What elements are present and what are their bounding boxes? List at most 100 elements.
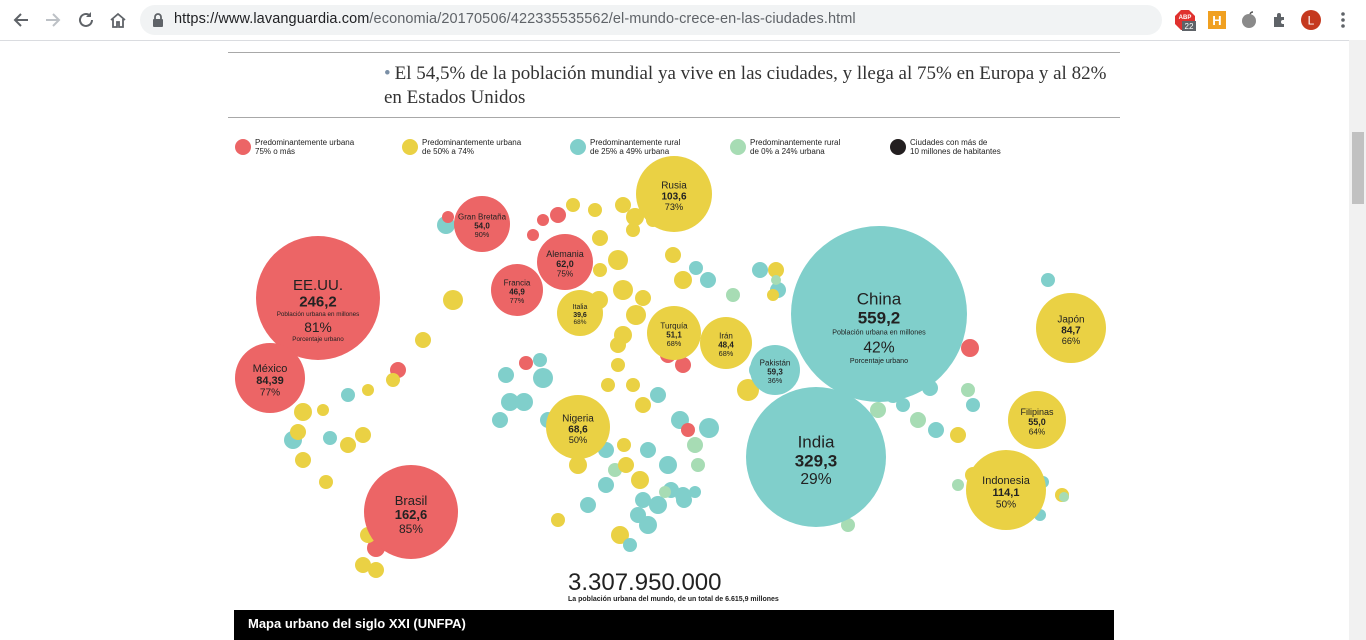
country-bubble	[689, 486, 701, 498]
country-bubble	[615, 197, 631, 213]
country-bubble	[699, 418, 719, 438]
country-bubble	[1059, 492, 1069, 502]
bubble-iran	[700, 317, 752, 369]
bubble-india-value: 329,3	[795, 451, 838, 470]
svg-text:22: 22	[1185, 22, 1194, 31]
bubble-indonesia	[966, 450, 1046, 530]
bubble-filipinas	[1008, 391, 1066, 449]
country-bubble	[588, 203, 602, 217]
country-bubble	[386, 373, 400, 387]
bubble-usa-pct: 81%	[304, 320, 332, 335]
profile-icon[interactable]: L	[1300, 9, 1322, 31]
country-bubble	[952, 479, 964, 491]
country-bubble	[623, 538, 637, 552]
bubble-francia	[491, 264, 543, 316]
bubble-china-value: 559,2	[858, 308, 901, 327]
bubble-china-pct: 42%	[863, 339, 894, 356]
bubble-nigeria-pct: 50%	[569, 435, 587, 445]
honey-icon[interactable]: H	[1206, 9, 1228, 31]
page-scrollbar[interactable]	[1349, 40, 1366, 640]
country-bubble	[626, 223, 640, 237]
country-bubble	[323, 431, 337, 445]
bubble-india-name: India	[798, 433, 835, 452]
country-bubble	[593, 263, 607, 277]
country-bubble	[700, 272, 716, 288]
country-bubble	[550, 207, 566, 223]
legend-label-0: Predominantemente urbana	[255, 138, 355, 147]
country-bubble	[610, 337, 626, 353]
country-bubble	[896, 398, 910, 412]
reload-icon[interactable]	[75, 9, 97, 31]
country-bubble	[649, 496, 667, 514]
menu-icon[interactable]	[1332, 9, 1354, 31]
country-bubble	[598, 477, 614, 493]
scrollbar-thumb[interactable]	[1352, 132, 1364, 204]
svg-text:L: L	[1308, 14, 1315, 28]
bubble-turquia-name: Turquía	[660, 322, 688, 331]
extensions-icon[interactable]	[1269, 9, 1291, 31]
bubble-turquia-value: 51,1	[666, 330, 682, 339]
country-bubble	[415, 332, 431, 348]
bubble-brasil	[364, 465, 458, 559]
country-bubble	[689, 261, 703, 275]
forward-icon[interactable]	[42, 9, 64, 31]
bubble-gb-name: Gran Bretaña	[458, 213, 507, 222]
bubble-pakistan-name: Pakistán	[760, 359, 791, 368]
url-text[interactable]: https://www.lavanguardia.com/economia/20…	[174, 11, 856, 27]
country-bubble	[317, 404, 329, 416]
total-figure: 3.307.950.000 La población urbana del mu…	[568, 569, 779, 603]
address-bar[interactable]: https://www.lavanguardia.com/economia/20…	[140, 5, 1162, 35]
bubble-japon-name: Japón	[1057, 315, 1084, 326]
bubble-japon	[1036, 293, 1106, 363]
country-bubble	[368, 562, 384, 578]
svg-text:H: H	[1212, 13, 1221, 28]
bubble-italia-value: 39,6	[573, 312, 587, 319]
country-bubble	[659, 486, 671, 498]
country-bubble	[841, 518, 855, 532]
bubble-china	[791, 226, 967, 402]
bubble-gb	[454, 196, 510, 252]
bubble-china-pctsub: Porcentaje urbano	[850, 357, 908, 365]
country-bubble	[687, 437, 703, 453]
country-bubble	[442, 211, 454, 223]
country-bubble	[533, 368, 553, 388]
country-bubble	[675, 357, 691, 373]
bubble-nigeria-value: 68,6	[568, 425, 588, 436]
country-bubble	[626, 305, 646, 325]
country-bubble	[752, 262, 768, 278]
country-bubble	[626, 378, 640, 392]
image-caption: Mapa urbano del siglo XXI (UNFPA)	[248, 616, 466, 631]
bubble-alemania-pct: 75%	[557, 269, 574, 278]
country-bubble	[601, 378, 615, 392]
bubble-francia-pct: 77%	[510, 296, 525, 305]
bubble-brasil-value: 162,6	[395, 507, 428, 522]
bubble-francia-value: 46,9	[509, 287, 525, 296]
country-bubble	[681, 423, 695, 437]
legend-label-2: Predominantemente rural	[590, 138, 680, 147]
bubble-nigeria	[546, 395, 610, 459]
country-bubble	[569, 456, 587, 474]
image-caption-bar: Mapa urbano del siglo XXI (UNFPA)	[234, 610, 1114, 640]
back-icon[interactable]	[10, 9, 32, 31]
country-bubble	[319, 475, 333, 489]
apple-icon[interactable]	[1238, 9, 1260, 31]
bubble-filipinas-value: 55,0	[1028, 417, 1046, 427]
bubble-gb-value: 54,0	[474, 221, 490, 230]
country-bubble	[611, 358, 625, 372]
bubble-mexico-pct: 77%	[260, 388, 280, 399]
bubble-turquia	[647, 306, 701, 360]
bubble-filipinas-pct: 64%	[1029, 427, 1046, 436]
adblock-icon[interactable]: ABP 22	[1174, 9, 1196, 31]
country-bubble	[492, 412, 508, 428]
legend-sublabel-2: de 25% a 49% urbana	[590, 147, 670, 156]
home-icon[interactable]	[107, 9, 129, 31]
country-bubble	[515, 393, 533, 411]
bubble-rusia-value: 103,6	[661, 192, 686, 203]
lock-icon[interactable]	[152, 13, 164, 32]
bubble-japon-pct: 66%	[1062, 336, 1080, 346]
bubble-china-sub: Población urbana en millones	[832, 328, 926, 336]
bubble-iran-pct: 68%	[719, 349, 734, 358]
country-bubble	[767, 289, 779, 301]
bubble-japon-value: 84,7	[1061, 326, 1081, 337]
